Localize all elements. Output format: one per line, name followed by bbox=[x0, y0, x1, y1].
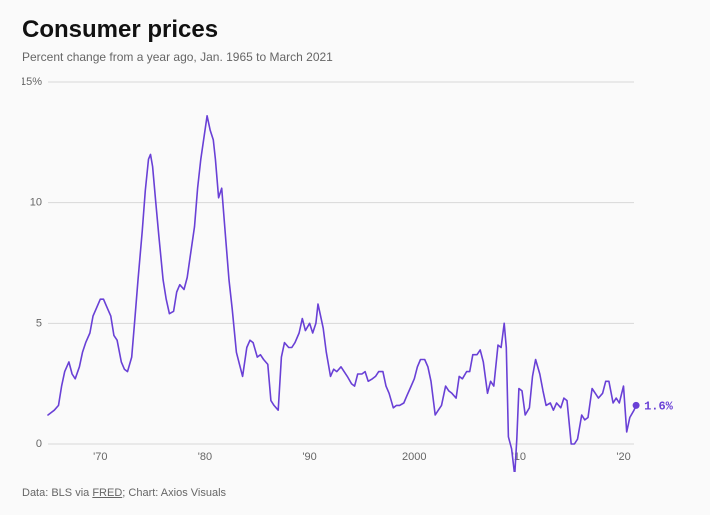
credit-suffix: ; Chart: Axios Visuals bbox=[122, 487, 226, 499]
svg-text:1.6%: 1.6% bbox=[644, 399, 674, 413]
chart-credit: Data: BLS via FRED; Chart: Axios Visuals bbox=[22, 487, 688, 499]
svg-text:2000: 2000 bbox=[402, 451, 426, 463]
line-chart-svg: 0 5 10 15% '70 '80 '90 2000 '10 '20 1.6% bbox=[22, 72, 688, 472]
svg-text:10: 10 bbox=[30, 197, 42, 209]
credit-link[interactable]: FRED bbox=[92, 487, 122, 499]
svg-text:'90: '90 bbox=[302, 451, 316, 463]
svg-text:0: 0 bbox=[36, 438, 42, 450]
svg-text:'20: '20 bbox=[616, 451, 630, 463]
svg-text:5: 5 bbox=[36, 317, 42, 329]
chart-plot-area: 0 5 10 15% '70 '80 '90 2000 '10 '20 1.6% bbox=[22, 72, 688, 477]
svg-text:15%: 15% bbox=[22, 76, 42, 88]
svg-text:'80: '80 bbox=[198, 451, 212, 463]
svg-text:'70: '70 bbox=[93, 451, 107, 463]
chart-title: Consumer prices bbox=[22, 16, 688, 44]
credit-prefix: Data: BLS via bbox=[22, 487, 92, 499]
chart-subtitle: Percent change from a year ago, Jan. 196… bbox=[22, 50, 688, 64]
chart-container: Consumer prices Percent change from a ye… bbox=[0, 0, 710, 509]
svg-text:'10: '10 bbox=[512, 451, 526, 463]
